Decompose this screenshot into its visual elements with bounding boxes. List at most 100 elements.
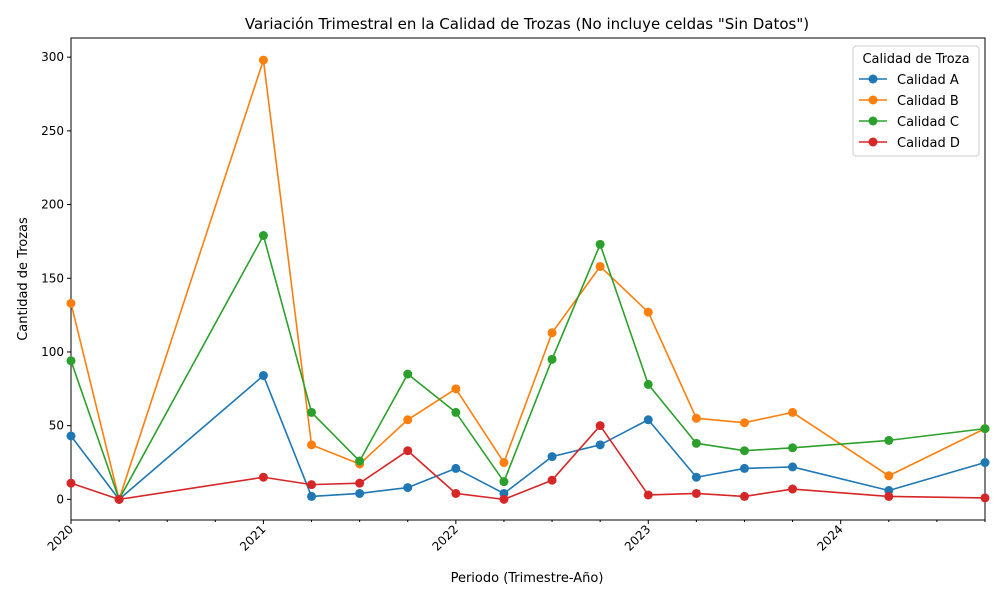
data-point — [691, 413, 701, 423]
series-layer — [66, 55, 990, 504]
data-point — [258, 231, 268, 241]
data-point — [258, 371, 268, 381]
x-tick-label: 2021 — [237, 522, 268, 553]
data-point — [547, 452, 557, 462]
data-point — [307, 480, 317, 490]
x-tick-label: 2023 — [622, 522, 653, 553]
y-tick-label: 250 — [41, 124, 64, 138]
data-point — [739, 491, 749, 501]
legend-item: Calidad B — [859, 94, 959, 109]
legend-title: Calidad de Troza — [862, 52, 969, 67]
data-point — [355, 478, 365, 488]
data-point — [788, 484, 798, 494]
series-line — [70, 424, 986, 501]
x-axis-title: Periodo (Trimestre-Año) — [451, 571, 604, 586]
legend-marker — [868, 95, 878, 105]
legend-marker — [868, 137, 878, 147]
data-point — [355, 488, 365, 498]
data-point — [980, 458, 990, 468]
legend-box — [852, 45, 980, 157]
legend-label: Calidad C — [897, 115, 959, 130]
x-tick-label: 2024 — [814, 522, 845, 553]
series-calidad-a — [66, 371, 990, 504]
legend: Calidad de Troza Calidad A Calidad B Calid… — [852, 45, 980, 157]
y-tick-label: 150 — [41, 271, 64, 285]
y-tick-label: 50 — [49, 419, 64, 433]
legend-marker — [868, 74, 878, 84]
data-point — [307, 407, 317, 417]
data-point — [307, 491, 317, 501]
legend-item: Calidad A — [859, 73, 959, 88]
data-point — [66, 431, 76, 441]
data-point — [547, 354, 557, 364]
y-axis: 0 50 100 150 200 250 300 — [41, 50, 71, 506]
legend-label: Calidad B — [897, 94, 959, 109]
data-point — [499, 477, 509, 487]
data-point — [884, 435, 894, 445]
data-point — [788, 443, 798, 453]
data-point — [499, 494, 509, 504]
y-axis-title: Cantidad de Trozas — [16, 217, 31, 341]
data-point — [307, 440, 317, 450]
legend-item: Calidad C — [859, 115, 959, 130]
series-line — [70, 374, 986, 501]
data-point — [739, 446, 749, 456]
y-tick-label: 0 — [56, 492, 64, 506]
data-point — [403, 415, 413, 425]
x-tick-label: 2020 — [45, 522, 76, 553]
data-point — [66, 478, 76, 488]
chart-title: Variación Trimestral en la Calidad de Tr… — [245, 15, 809, 33]
data-point — [451, 488, 461, 498]
data-point — [258, 472, 268, 482]
data-point — [499, 458, 509, 468]
data-point — [595, 239, 605, 249]
data-point — [403, 483, 413, 493]
data-point — [739, 418, 749, 428]
data-point — [643, 307, 653, 317]
series-calidad-d — [66, 421, 990, 504]
data-point — [643, 379, 653, 389]
legend-marker — [868, 116, 878, 126]
y-tick-label: 100 — [41, 345, 64, 359]
series-calidad-c — [66, 231, 990, 504]
data-point — [403, 369, 413, 379]
series-calidad-b — [66, 55, 990, 504]
data-point — [788, 462, 798, 472]
legend-label: Calidad A — [897, 73, 959, 88]
data-point — [788, 407, 798, 417]
data-point — [451, 463, 461, 473]
data-point — [691, 438, 701, 448]
data-point — [595, 421, 605, 431]
data-point — [451, 407, 461, 417]
legend-label: Calidad D — [897, 136, 960, 151]
data-point — [595, 440, 605, 450]
data-point — [980, 493, 990, 503]
data-point — [884, 491, 894, 501]
data-point — [258, 55, 268, 65]
data-point — [643, 415, 653, 425]
x-axis: 2020 2021 2022 2023 2024 — [45, 520, 986, 554]
legend-item: Calidad D — [859, 136, 960, 151]
data-point — [643, 490, 653, 500]
data-point — [739, 463, 749, 473]
data-point — [691, 488, 701, 498]
series-line — [70, 59, 986, 501]
x-tick-label: 2022 — [429, 522, 460, 553]
data-point — [980, 424, 990, 434]
y-tick-label: 300 — [41, 50, 64, 64]
data-point — [691, 472, 701, 482]
data-point — [66, 298, 76, 308]
series-line — [70, 234, 986, 501]
y-tick-label: 200 — [41, 198, 64, 212]
data-point — [547, 475, 557, 485]
data-point — [595, 261, 605, 271]
data-point — [451, 384, 461, 394]
plot-area — [70, 37, 986, 521]
data-point — [355, 456, 365, 466]
data-point — [114, 494, 124, 504]
data-point — [547, 328, 557, 338]
data-point — [66, 356, 76, 366]
data-point — [884, 471, 894, 481]
data-point — [403, 446, 413, 456]
